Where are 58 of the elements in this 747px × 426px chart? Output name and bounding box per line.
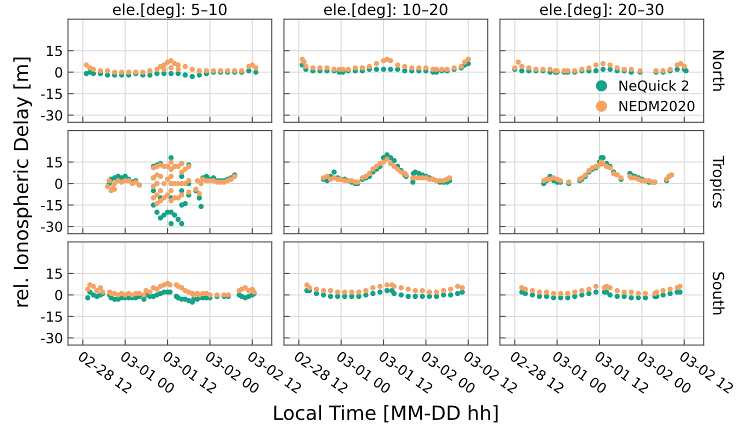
point [628, 295, 634, 300]
point [366, 170, 372, 176]
y-tick-label: 0 [55, 290, 62, 300]
point [446, 175, 452, 180]
point [384, 156, 390, 162]
y-tick-label: 0 [55, 178, 62, 190]
point [572, 289, 578, 295]
point [147, 289, 152, 295]
y-tick-label: -15 [41, 200, 62, 211]
point [668, 286, 673, 292]
y-tick-label: 0 [55, 67, 62, 78]
point [388, 160, 394, 166]
point [374, 164, 380, 169]
point [380, 159, 386, 165]
y-tick-label: 15 [46, 157, 62, 168]
y-axis-title: rel. Ionospheric Delay [m] [13, 58, 32, 306]
point [636, 290, 641, 296]
text: South [712, 272, 725, 314]
chart-title: ele.[deg]: 5–10 [112, 3, 227, 18]
point [642, 290, 648, 296]
point [622, 289, 627, 295]
point [565, 290, 570, 296]
point [141, 292, 146, 298]
point [98, 285, 104, 290]
point [392, 158, 397, 164]
point [167, 282, 173, 288]
legend-label: NEDM2020 [620, 100, 694, 112]
point [395, 166, 400, 172]
text: North [712, 50, 725, 91]
point [558, 290, 564, 296]
legend-label: NeQuick 2 [620, 80, 688, 92]
point [370, 166, 376, 172]
point [614, 288, 620, 294]
point [668, 290, 673, 296]
y-tick-label: -15 [41, 312, 62, 322]
point [614, 294, 620, 299]
point [179, 285, 184, 290]
text: Tropics [710, 156, 725, 208]
point [628, 289, 634, 295]
chart-title: ele.[deg]: 10–20 [324, 3, 448, 18]
y-tick-label: 15 [46, 268, 62, 279]
point [660, 292, 666, 298]
point [154, 286, 160, 292]
point [392, 164, 397, 169]
y-tick-label: 15 [46, 46, 62, 56]
y-tick-label: -30 [41, 332, 62, 344]
point [324, 174, 330, 179]
point [660, 288, 666, 294]
point [331, 169, 337, 175]
y-tick-label: -30 [41, 221, 62, 232]
y-tick-label: -15 [41, 88, 62, 100]
point [90, 284, 96, 289]
y-tick-label: -30 [41, 110, 62, 121]
point [551, 290, 556, 296]
x-axis-title: Local Time [MM-DD hh] [274, 405, 498, 422]
point [544, 289, 550, 295]
point [94, 288, 100, 294]
chart-title: ele.[deg]: 20–30 [540, 3, 664, 18]
